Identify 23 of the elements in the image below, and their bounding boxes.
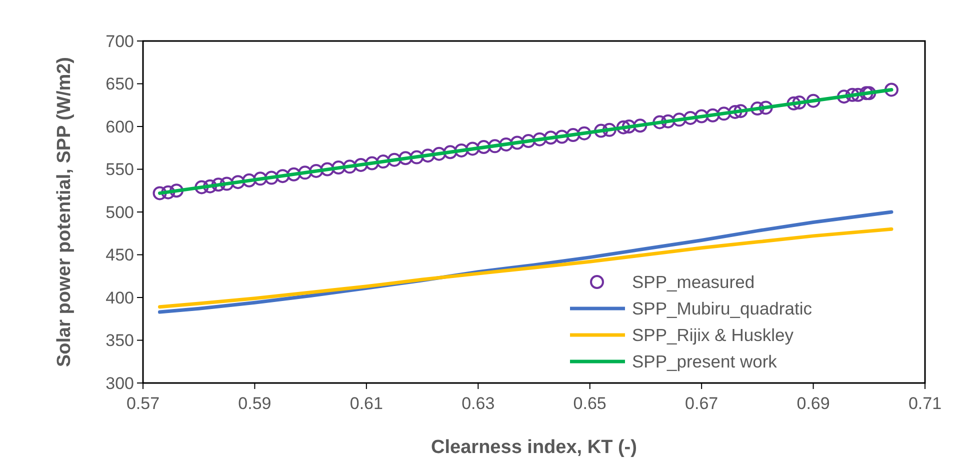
x-axis-title: Clearness index, KT (-)	[431, 437, 637, 458]
x-tick-label: 0.57	[126, 394, 160, 413]
x-tick-label: 0.63	[462, 394, 495, 413]
y-tick-label: 600	[106, 117, 134, 136]
y-tick-label: 550	[106, 160, 134, 180]
y-tick-label: 650	[106, 74, 134, 94]
legend-label: SPP_present work	[632, 352, 778, 372]
y-tick-label: 500	[106, 202, 134, 222]
x-tick-label: 0.71	[908, 394, 942, 413]
legend-label: SPP_measured	[632, 272, 755, 292]
legend-label: SPP_Rijix & Huskley	[632, 325, 794, 346]
x-tick-label: 0.61	[350, 394, 383, 413]
x-tick-label: 0.69	[796, 394, 830, 413]
x-tick-label: 0.65	[573, 394, 606, 413]
y-tick-label: 400	[106, 288, 134, 308]
y-tick-label: 350	[106, 331, 134, 350]
y-tick-label: 450	[106, 246, 134, 265]
x-tick-label: 0.59	[238, 394, 272, 413]
legend-label: SPP_Mubiru_quadratic	[632, 298, 812, 319]
y-tick-label: 700	[106, 32, 134, 51]
x-tick-label: 0.67	[685, 394, 718, 413]
y-axis-title: Solar power potential, SPP (W/m2)	[54, 56, 75, 368]
y-tick-label: 300	[106, 374, 134, 393]
